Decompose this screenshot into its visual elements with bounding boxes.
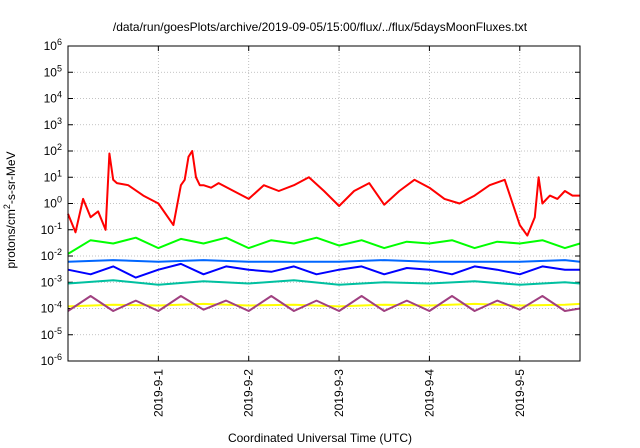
x-axis-label: Coordinated Universal Time (UTC) bbox=[227, 431, 413, 445]
series-line-3 bbox=[67, 259, 581, 263]
series-line-4 bbox=[67, 262, 580, 279]
y-tick-label: 10-2 bbox=[41, 247, 62, 263]
series-lines bbox=[67, 150, 581, 312]
series-line-7 bbox=[67, 295, 581, 312]
x-axis-ticks: 2019-9-1 2019-9-2 2019-9-3 2019-9-4 2019-9-5 bbox=[151, 46, 527, 417]
y-tick-label: 102 bbox=[44, 142, 62, 158]
x-tick-label: 2019-9-3 bbox=[332, 369, 346, 417]
y-tick-label: 10-4 bbox=[41, 300, 62, 316]
y-tick-label: 103 bbox=[44, 116, 62, 132]
y-tick-label: 10-6 bbox=[41, 352, 62, 368]
x-tick-label: 2019-9-1 bbox=[151, 369, 165, 417]
y-tick-label: 10-5 bbox=[41, 326, 62, 342]
x-tick-label: 2019-9-2 bbox=[242, 369, 256, 417]
y-tick-label: 100 bbox=[44, 195, 62, 211]
x-tick-label: 2019-9-4 bbox=[422, 369, 436, 417]
y-axis-ticks: 10-6 10-5 10-4 10-3 10-2 10-1 100 101 102 103 104 1… bbox=[41, 37, 580, 368]
x-tick-label: 2019-9-5 bbox=[513, 369, 527, 417]
chart-title: /data/run/goesPlots/archive/2019-09-05/1… bbox=[112, 20, 528, 34]
series-line-2 bbox=[67, 236, 581, 255]
series-line-5 bbox=[67, 279, 581, 286]
y-tick-label: 101 bbox=[44, 168, 62, 184]
plot-frame bbox=[67, 45, 581, 362]
y-axis-label-text: protons/cm2-s-sr-MeV bbox=[2, 151, 18, 269]
y-tick-label: 10-1 bbox=[41, 221, 62, 237]
series-line-6 bbox=[67, 302, 581, 308]
series-line-1 bbox=[67, 150, 580, 237]
y-tick-label: 106 bbox=[44, 37, 62, 53]
grid bbox=[68, 46, 580, 361]
y-tick-label: 105 bbox=[44, 63, 62, 79]
y-tick-label: 104 bbox=[44, 90, 62, 106]
y-tick-label: 10-3 bbox=[41, 273, 62, 289]
